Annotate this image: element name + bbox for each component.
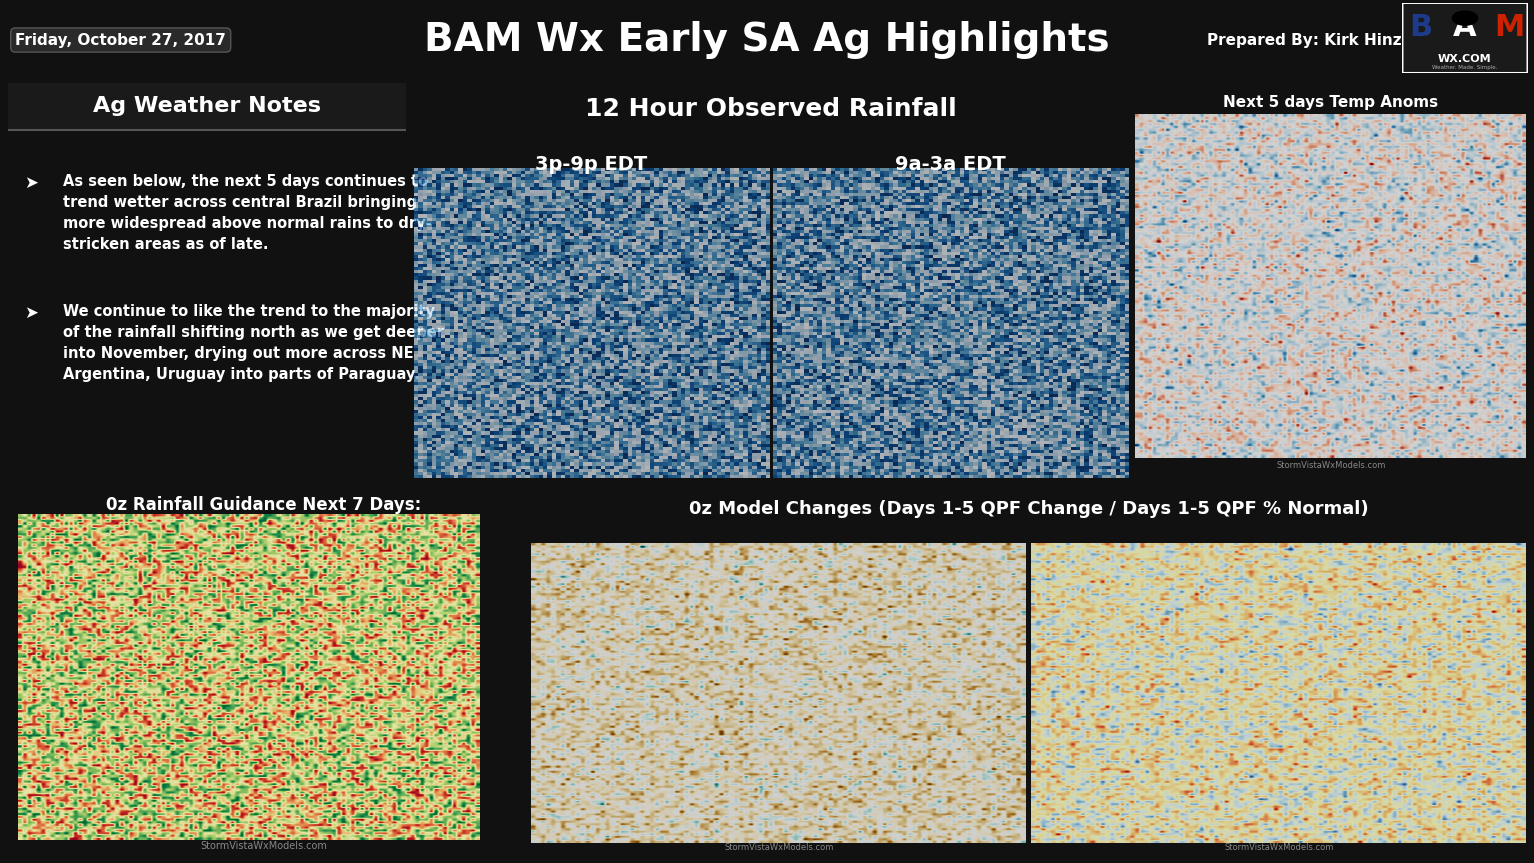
Text: Prepared By: Kirk Hinz: Prepared By: Kirk Hinz	[1207, 33, 1402, 47]
Text: Ag Weather Notes: Ag Weather Notes	[94, 97, 321, 117]
Text: WX.COM: WX.COM	[1439, 54, 1491, 64]
FancyBboxPatch shape	[1402, 3, 1528, 73]
Text: Friday, October 27, 2017: Friday, October 27, 2017	[15, 33, 225, 47]
Text: M: M	[1494, 13, 1525, 42]
Text: 0z Model Changes (Days 1-5 QPF Change / Days 1-5 QPF % Normal): 0z Model Changes (Days 1-5 QPF Change / …	[689, 500, 1368, 518]
Text: StormVistaWxModels.com: StormVistaWxModels.com	[1224, 843, 1333, 853]
Bar	[8, 83, 407, 130]
Text: StormVistaWxModels.com: StormVistaWxModels.com	[724, 843, 833, 853]
Text: B: B	[1410, 13, 1433, 42]
Text: ➤: ➤	[25, 173, 38, 192]
Text: Weather. Made. Simple.: Weather. Made. Simple.	[1433, 66, 1497, 70]
Text: BAM Wx Early SA Ag Highlights: BAM Wx Early SA Ag Highlights	[425, 21, 1109, 59]
Text: We continue to like the trend to the majority
of the rainfall shifting north as : We continue to like the trend to the maj…	[63, 304, 445, 382]
Text: Next 5 days Temp Anoms: Next 5 days Temp Anoms	[1223, 95, 1439, 110]
Text: As seen below, the next 5 days continues to
trend wetter across central Brazil b: As seen below, the next 5 days continues…	[63, 173, 433, 252]
Text: 9a-3a EDT: 9a-3a EDT	[894, 155, 1006, 174]
Text: StormVistaWxModels.com: StormVistaWxModels.com	[201, 841, 327, 851]
Text: A: A	[1453, 13, 1477, 42]
Text: ➤: ➤	[25, 304, 38, 322]
Text: 3p-9p EDT: 3p-9p EDT	[535, 155, 647, 174]
Text: 0z Rainfall Guidance Next 7 Days:: 0z Rainfall Guidance Next 7 Days:	[106, 496, 422, 514]
Text: StormVistaWxModels.com: StormVistaWxModels.com	[1276, 461, 1385, 469]
Circle shape	[1453, 11, 1477, 25]
Text: 12 Hour Observed Rainfall: 12 Hour Observed Rainfall	[584, 98, 957, 121]
